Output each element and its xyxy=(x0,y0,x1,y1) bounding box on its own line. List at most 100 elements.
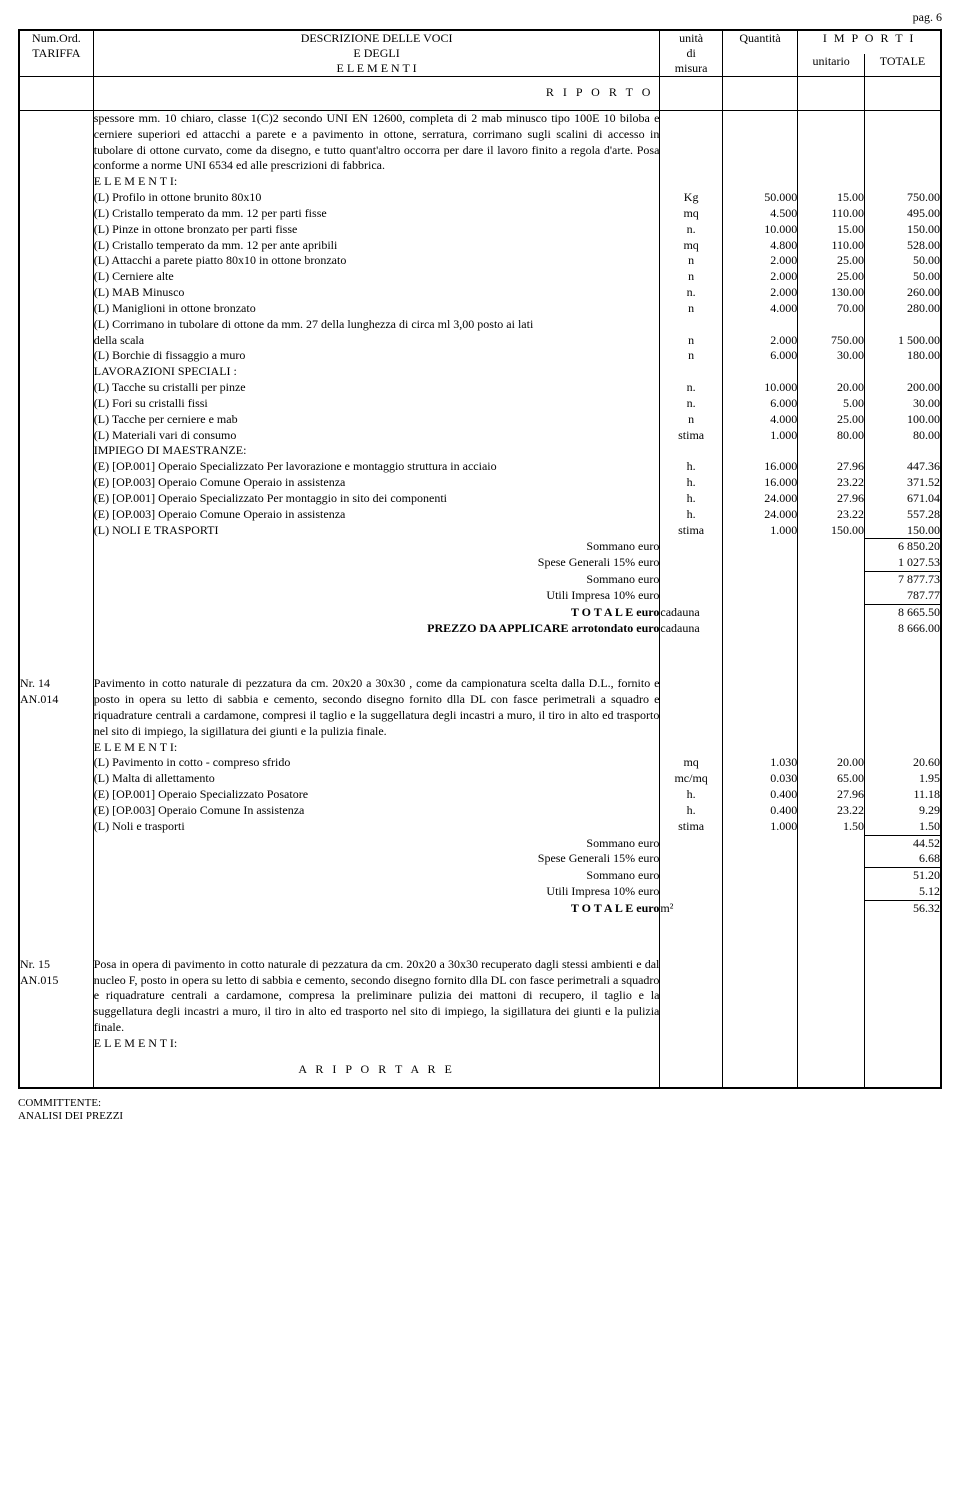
hdr-numord: Num.Ord. xyxy=(32,31,81,45)
item13-row: (L) Pinze in ottone bronzato per parti f… xyxy=(20,222,940,238)
item13-elementi: E L E M E N T I: xyxy=(93,174,660,190)
item13-row: (L) Cristallo temperato da mm. 12 per pa… xyxy=(20,206,940,222)
item14-t: 9.29 xyxy=(865,803,940,819)
item13-row: (E) [OP.001] Operaio Specializzato Per m… xyxy=(20,491,940,507)
item13-row: (L) Borchie di fissaggio a muron6.00030.… xyxy=(20,348,940,364)
item13-u: h. xyxy=(660,507,722,523)
item13-row: (L) Profilo in ottone brunito 80x10Kg50.… xyxy=(20,190,940,206)
item14-q: 0.400 xyxy=(722,787,797,803)
item13-d: (L) Tacche per cerniere e mab xyxy=(93,412,660,428)
committente-2: ANALISI DEI PREZZI xyxy=(18,1110,123,1122)
item13-row: (L) Corrimano in tubolare di ottone da m… xyxy=(20,317,940,333)
item13-p: 25.00 xyxy=(798,269,865,285)
committente: COMMITTENTE: ANALISI DEI PREZZI xyxy=(18,1097,942,1125)
item13-p: 110.00 xyxy=(798,238,865,254)
item14-d: (E) [OP.003] Operaio Comune In assistenz… xyxy=(93,803,660,819)
item14-u: mq xyxy=(660,755,722,771)
item14-d: (L) Noli e trasporti xyxy=(93,819,660,835)
item13-d: IMPIEGO DI MAESTRANZE: xyxy=(93,443,660,459)
item13-d: (L) Borchie di fissaggio a muro xyxy=(93,348,660,364)
item13-p: 15.00 xyxy=(798,222,865,238)
item13-t: 150.00 xyxy=(865,222,940,238)
item13-sommano1-v: 6 850.20 xyxy=(865,539,940,555)
item15-nr: Nr. 15 xyxy=(20,957,50,971)
item13-q: 4.500 xyxy=(722,206,797,222)
item14-sommano2-v: 51.20 xyxy=(865,868,940,884)
item13-t: 495.00 xyxy=(865,206,940,222)
item13-q: 4.000 xyxy=(722,301,797,317)
item14-q: 1.030 xyxy=(722,755,797,771)
item13-row: (L) Tacche su cristalli per pinzen.10.00… xyxy=(20,380,940,396)
item13-row: (L) Cristallo temperato da mm. 12 per an… xyxy=(20,238,940,254)
item14-q: 0.400 xyxy=(722,803,797,819)
item13-u: h. xyxy=(660,491,722,507)
item13-d: (L) Maniglioni in ottone bronzato xyxy=(93,301,660,317)
item13-d: (L) Cerniere alte xyxy=(93,269,660,285)
item14-row: (L) Pavimento in cotto - compreso sfrido… xyxy=(20,755,940,771)
outer-frame: Num.Ord. TARIFFA DESCRIZIONE DELLE VOCI … xyxy=(18,29,942,1089)
item13-p: 15.00 xyxy=(798,190,865,206)
item13-p: 25.00 xyxy=(798,253,865,269)
item13-row: (E) [OP.003] Operaio Comune Operaio in a… xyxy=(20,507,940,523)
item13-spese-l: Spese Generali 15% euro xyxy=(93,555,660,571)
hdr-unitario: unitario xyxy=(798,54,865,77)
item13-u: n. xyxy=(660,380,722,396)
item14-utili-v: 5.12 xyxy=(865,884,940,900)
item13-q xyxy=(722,364,797,380)
item13-d: LAVORAZIONI SPECIALI : xyxy=(93,364,660,380)
item13-u: mq xyxy=(660,238,722,254)
item13-q xyxy=(722,317,797,333)
item13-p: 110.00 xyxy=(798,206,865,222)
item14-t: 1.50 xyxy=(865,819,940,835)
page-number: pag. 6 xyxy=(18,10,942,25)
item14-nr: Nr. 14 xyxy=(20,676,50,690)
item13-p: 80.00 xyxy=(798,428,865,444)
hdr-unit1: unità xyxy=(679,31,703,45)
item13-d: (L) Profilo in ottone brunito 80x10 xyxy=(93,190,660,206)
item13-q: 2.000 xyxy=(722,333,797,349)
item13-p xyxy=(798,364,865,380)
item13-d: (E) [OP.001] Operaio Specializzato Per m… xyxy=(93,491,660,507)
item13-d: (L) Materiali vari di consumo xyxy=(93,428,660,444)
item13-u: stima xyxy=(660,428,722,444)
item13-t xyxy=(865,364,940,380)
item13-t: 200.00 xyxy=(865,380,940,396)
item13-u: stima xyxy=(660,523,722,539)
item13-sommano2-v: 7 877.73 xyxy=(865,572,940,588)
item13-totale-u: cadauna xyxy=(660,605,722,621)
item13-row: LAVORAZIONI SPECIALI : xyxy=(20,364,940,380)
item14-d: (E) [OP.001] Operaio Specializzato Posat… xyxy=(93,787,660,803)
item13-p: 150.00 xyxy=(798,523,865,539)
item13-q: 4.800 xyxy=(722,238,797,254)
item13-q: 10.000 xyxy=(722,380,797,396)
item13-spese-v: 1 027.53 xyxy=(865,555,940,571)
item13-t: 557.28 xyxy=(865,507,940,523)
item14-spese-l: Spese Generali 15% euro xyxy=(93,851,660,867)
item14-d: (L) Pavimento in cotto - compreso sfrido xyxy=(93,755,660,771)
item13-t: 1 500.00 xyxy=(865,333,940,349)
item14-t: 1.95 xyxy=(865,771,940,787)
item13-u: n xyxy=(660,269,722,285)
item13-d: (L) Cristallo temperato da mm. 12 per an… xyxy=(93,238,660,254)
item13-u: n xyxy=(660,348,722,364)
item15-code: AN.015 xyxy=(20,973,58,987)
item13-prezzo-u: cadauna xyxy=(660,621,722,637)
item13-desc: spessore mm. 10 chiaro, classe 1(C)2 sec… xyxy=(93,111,660,175)
hdr-tariffa: TARIFFA xyxy=(32,46,80,60)
item14-p: 23.22 xyxy=(798,803,865,819)
item14-row: (E) [OP.001] Operaio Specializzato Posat… xyxy=(20,787,940,803)
item14-row: (E) [OP.003] Operaio Comune In assistenz… xyxy=(20,803,940,819)
item15-desc: Posa in opera di pavimento in cotto natu… xyxy=(93,957,660,1036)
item14-elementi: E L E M E N T I: xyxy=(93,740,660,756)
item14-sommano1-l: Sommano euro xyxy=(93,836,660,852)
item13-q: 50.000 xyxy=(722,190,797,206)
hdr-desc3: E L E M E N T I xyxy=(337,61,417,75)
hdr-desc2: E DEGLI xyxy=(353,46,399,60)
hdr-totale: TOTALE xyxy=(865,54,940,77)
item13-q: 6.000 xyxy=(722,396,797,412)
hdr-unit2: di xyxy=(686,46,695,60)
item13-totale-v: 8 665.50 xyxy=(865,605,940,621)
item13-t: 260.00 xyxy=(865,285,940,301)
item13-row: (L) Maniglioni in ottone bronzaton4.0007… xyxy=(20,301,940,317)
item14-sommano2-l: Sommano euro xyxy=(93,868,660,884)
